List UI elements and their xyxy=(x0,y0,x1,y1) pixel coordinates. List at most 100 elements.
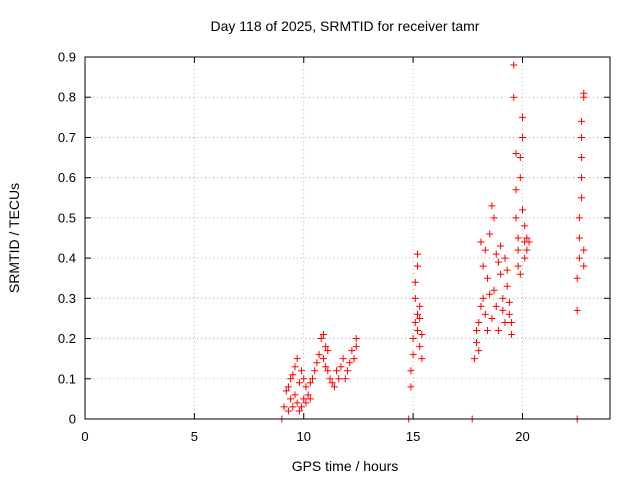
data-point xyxy=(295,379,303,387)
data-point xyxy=(414,327,421,335)
chart-title: Day 118 of 2025, SRMTID for receiver tam… xyxy=(211,18,480,34)
data-point xyxy=(416,314,424,322)
data-point xyxy=(578,174,586,182)
data-point xyxy=(326,375,334,383)
data-point xyxy=(479,294,487,302)
data-point xyxy=(475,318,483,326)
data-point xyxy=(578,117,586,125)
data-point xyxy=(575,234,583,242)
x-axis-label: GPS time / hours xyxy=(292,458,399,474)
data-point xyxy=(477,238,485,246)
data-point xyxy=(328,379,336,387)
data-point xyxy=(295,407,303,415)
data-point xyxy=(503,266,511,274)
data-point xyxy=(484,274,491,282)
data-point xyxy=(573,306,581,314)
data-point xyxy=(505,310,513,318)
data-point xyxy=(284,407,292,415)
data-point xyxy=(575,254,583,262)
data-point xyxy=(407,367,415,375)
data-point xyxy=(481,246,489,254)
data-point xyxy=(580,93,588,101)
data-point xyxy=(416,343,424,351)
data-point xyxy=(411,318,419,326)
y-tick-label: 0.1 xyxy=(58,371,76,386)
data-point xyxy=(317,335,325,343)
data-point xyxy=(282,387,290,395)
data-point xyxy=(302,399,310,407)
x-tick-label: 10 xyxy=(297,429,311,444)
data-point xyxy=(573,274,581,282)
data-point xyxy=(346,359,354,367)
data-point xyxy=(521,254,529,262)
data-point xyxy=(481,310,489,318)
data-point xyxy=(291,363,299,371)
data-point xyxy=(284,383,292,391)
data-point xyxy=(497,270,505,278)
data-point xyxy=(414,310,421,318)
data-point xyxy=(293,355,301,363)
data-point xyxy=(311,367,319,375)
data-point xyxy=(521,222,529,230)
y-tick-label: 0.7 xyxy=(58,130,76,145)
data-point xyxy=(486,230,494,238)
axis-ticks: 0 0.1 0.2 0.3 0.4 0.5 0.6 0.7 0.8 0.9 0 5 10 15 20 xyxy=(58,50,610,444)
data-point xyxy=(293,399,301,407)
data-point xyxy=(289,403,297,411)
y-tick-label: 0 xyxy=(69,412,76,427)
data-point xyxy=(418,355,426,363)
data-point xyxy=(494,258,502,266)
data-point xyxy=(578,154,586,162)
x-tick-label: 15 xyxy=(406,429,420,444)
data-point xyxy=(411,294,419,302)
data-point xyxy=(516,174,524,182)
data-point xyxy=(280,403,288,411)
plot-frame xyxy=(84,56,611,420)
data-point xyxy=(499,294,507,302)
data-point xyxy=(514,262,522,270)
data-point xyxy=(578,194,586,202)
data-point xyxy=(492,302,500,310)
data-point xyxy=(497,242,505,250)
x-tick-label: 5 xyxy=(191,429,198,444)
data-point xyxy=(519,206,526,214)
data-point xyxy=(337,363,345,371)
y-tick-label: 0.2 xyxy=(58,331,76,346)
y-tick-label: 0.8 xyxy=(58,90,76,105)
data-points xyxy=(278,61,588,423)
data-point xyxy=(339,355,347,363)
data-point xyxy=(510,61,518,69)
data-point xyxy=(503,282,511,290)
data-point xyxy=(324,347,332,355)
data-point xyxy=(409,335,417,343)
data-point xyxy=(516,154,524,162)
data-point xyxy=(319,355,327,363)
data-point xyxy=(322,363,330,371)
data-point xyxy=(330,383,338,391)
data-point xyxy=(514,246,522,254)
data-point xyxy=(490,286,498,294)
data-point xyxy=(322,343,330,351)
data-point xyxy=(319,331,327,339)
y-tick-label: 0.5 xyxy=(58,210,76,225)
data-point xyxy=(499,306,507,314)
data-point xyxy=(505,298,513,306)
data-point xyxy=(494,327,502,335)
data-point xyxy=(416,302,424,310)
data-point xyxy=(335,375,343,383)
data-point xyxy=(418,331,426,339)
data-point xyxy=(512,186,520,194)
data-point xyxy=(512,150,520,158)
y-axis-label: SRMTID / TECUs xyxy=(6,183,22,293)
grid xyxy=(85,57,610,419)
data-point xyxy=(510,93,518,101)
data-point xyxy=(313,359,321,367)
data-point xyxy=(291,391,299,399)
data-point xyxy=(516,270,524,278)
data-point xyxy=(287,375,295,383)
data-point xyxy=(341,375,349,383)
data-point xyxy=(508,318,516,326)
data-point xyxy=(508,331,516,339)
data-point xyxy=(488,314,496,322)
